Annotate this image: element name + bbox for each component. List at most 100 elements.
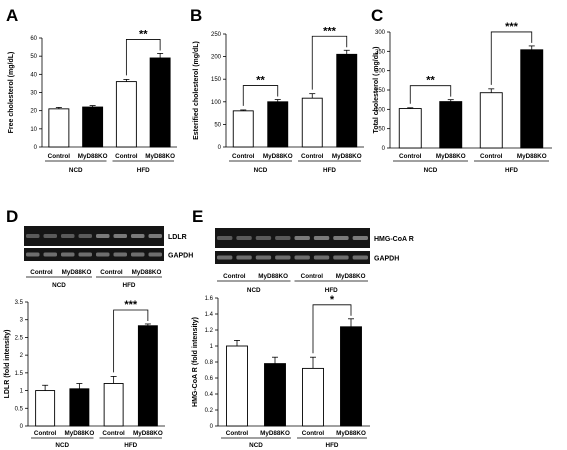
y-tick-label: 0.5 bbox=[15, 406, 24, 412]
category-label: MyD88KO bbox=[145, 153, 175, 160]
group-label: NCD bbox=[249, 442, 263, 449]
y-tick-label: 1 bbox=[210, 344, 214, 350]
bar bbox=[264, 363, 286, 427]
blot-category-label: MyD88KO bbox=[336, 273, 366, 280]
y-tick-label: 250 bbox=[375, 49, 386, 55]
significance-label: *** bbox=[505, 21, 519, 33]
blot-band bbox=[61, 234, 75, 238]
significance-bracket bbox=[125, 39, 161, 76]
y-tick-label: 1.6 bbox=[205, 296, 214, 302]
blot-band bbox=[313, 236, 330, 240]
bar bbox=[267, 101, 289, 148]
blot-band bbox=[131, 234, 145, 238]
group-label: HFD bbox=[505, 167, 518, 174]
panel-b: B 0 50 100 150 200 250 Esterified cholesterol (… bbox=[190, 6, 364, 174]
category-label: MyD88KO bbox=[336, 430, 366, 437]
category-label: Control bbox=[301, 153, 324, 160]
significance-label: *** bbox=[323, 25, 337, 37]
y-tick-label: 1.5 bbox=[15, 371, 24, 377]
y-tick-label: 0 bbox=[20, 424, 24, 430]
y-tick-label: 0 bbox=[34, 145, 38, 151]
blot-band bbox=[236, 255, 252, 260]
category-label: MyD88KO bbox=[78, 153, 108, 160]
bar bbox=[35, 390, 56, 427]
significance-bracket bbox=[490, 31, 533, 85]
blot-band bbox=[148, 234, 162, 238]
blot-category-label: Control bbox=[301, 273, 324, 280]
blot-group-label: HFD bbox=[325, 287, 338, 294]
category-label: MyD88KO bbox=[263, 153, 293, 160]
blot-band bbox=[43, 234, 57, 238]
y-axis-label: Esterified cholesterol (mg/dL) bbox=[193, 41, 200, 140]
blot-label: HMG-CoA R bbox=[374, 236, 414, 243]
blot-band bbox=[61, 252, 75, 257]
blot-band bbox=[148, 252, 162, 257]
significance-label: ** bbox=[426, 75, 435, 87]
blot-band bbox=[26, 252, 40, 257]
blot-category-label: MyD88KO bbox=[62, 269, 92, 276]
blot-category-label: Control bbox=[100, 269, 123, 276]
y-tick-label: 300 bbox=[375, 30, 386, 36]
group-label: NCD bbox=[424, 167, 438, 174]
bar bbox=[69, 388, 90, 427]
significance-bracket bbox=[312, 304, 352, 354]
blot-band bbox=[333, 236, 349, 240]
category-label: MyD88KO bbox=[65, 430, 95, 437]
blot-category-label: Control bbox=[223, 273, 246, 280]
y-tick-label: 0.2 bbox=[205, 408, 214, 414]
bar bbox=[398, 108, 422, 149]
y-axis-label: HMG-CoA R (fold intensity) bbox=[192, 317, 199, 407]
blot-group-label: NCD bbox=[247, 287, 261, 294]
y-tick-label: 20 bbox=[30, 109, 37, 115]
group-label: HFD bbox=[323, 167, 336, 174]
category-label: Control bbox=[34, 430, 57, 437]
blot-category-label: Control bbox=[30, 269, 53, 276]
panel-letter: C bbox=[371, 6, 383, 25]
bar bbox=[48, 108, 70, 148]
panel-c: C 0 50 100 150 200 250 300 Total cholesterol ( m… bbox=[371, 6, 552, 174]
significance-bracket bbox=[113, 309, 149, 373]
group-label: NCD bbox=[69, 167, 83, 174]
y-tick-label: 100 bbox=[375, 107, 386, 113]
blot-band bbox=[313, 255, 330, 260]
category-label: MyD88KO bbox=[436, 153, 466, 160]
panel-letter: D bbox=[6, 207, 18, 226]
blot-strip bbox=[24, 248, 164, 261]
blot-background bbox=[215, 251, 370, 264]
blot-background bbox=[24, 226, 164, 246]
blot-band bbox=[333, 255, 349, 260]
significance-label: ** bbox=[256, 75, 265, 87]
blot-band bbox=[78, 234, 92, 238]
y-tick-label: 40 bbox=[30, 72, 37, 78]
blot-band bbox=[96, 234, 110, 238]
blot-band bbox=[113, 234, 127, 238]
blot-band bbox=[294, 255, 310, 260]
blot-band bbox=[113, 252, 127, 257]
bar bbox=[82, 106, 104, 148]
category-label: Control bbox=[302, 430, 325, 437]
category-label: Control bbox=[102, 430, 125, 437]
bar bbox=[340, 326, 362, 427]
bar bbox=[226, 345, 248, 427]
y-tick-label: 0.8 bbox=[205, 360, 214, 366]
y-tick-label: 30 bbox=[30, 91, 37, 97]
group-label: NCD bbox=[254, 167, 268, 174]
panel-a: A 0 10 20 30 40 50 60 Free cholesterol (mg/dL) Co… bbox=[6, 6, 177, 174]
y-tick-label: 250 bbox=[211, 32, 222, 38]
group-label: HFD bbox=[124, 442, 137, 449]
category-label: Control bbox=[399, 153, 422, 160]
panel-letter: A bbox=[6, 6, 18, 25]
category-label: Control bbox=[115, 153, 138, 160]
y-tick-label: 200 bbox=[211, 55, 222, 61]
bar bbox=[137, 325, 158, 427]
blot-band bbox=[96, 252, 110, 257]
blot-strip bbox=[215, 251, 370, 264]
panel-d: D 0 0.5 1 1.5 2 2.5 3 3.5 LDLR (fold intensity) Co… bbox=[4, 207, 193, 449]
blot-band bbox=[26, 234, 40, 238]
y-tick-label: 3 bbox=[20, 318, 24, 324]
y-tick-label: 50 bbox=[30, 54, 37, 60]
blot-band bbox=[78, 252, 92, 257]
significance-bracket bbox=[409, 85, 452, 104]
blot-band bbox=[131, 252, 145, 257]
